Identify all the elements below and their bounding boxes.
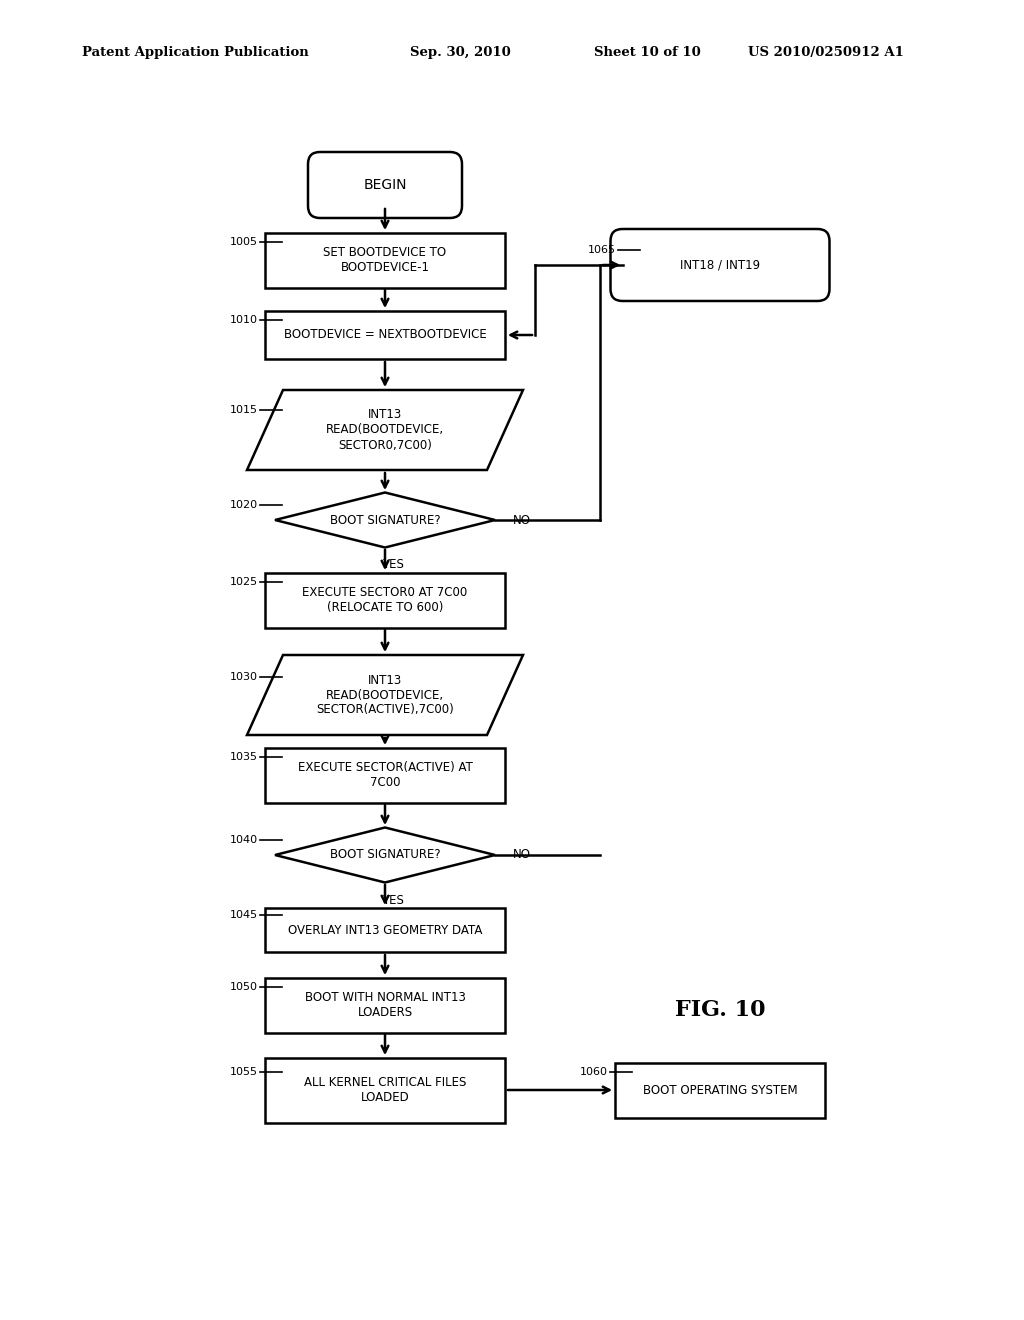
Text: NO: NO: [513, 849, 531, 862]
FancyBboxPatch shape: [265, 573, 505, 627]
FancyBboxPatch shape: [265, 978, 505, 1032]
FancyBboxPatch shape: [615, 1063, 825, 1118]
Text: 1060: 1060: [580, 1067, 608, 1077]
Text: 1040: 1040: [229, 836, 258, 845]
Text: 1045: 1045: [229, 909, 258, 920]
Text: 1065: 1065: [588, 246, 616, 255]
Text: BOOT OPERATING SYSTEM: BOOT OPERATING SYSTEM: [643, 1084, 798, 1097]
Text: 1005: 1005: [230, 238, 258, 247]
Text: BEGIN: BEGIN: [364, 178, 407, 191]
Text: 1015: 1015: [230, 405, 258, 414]
FancyBboxPatch shape: [610, 228, 829, 301]
FancyBboxPatch shape: [265, 1057, 505, 1122]
FancyBboxPatch shape: [265, 747, 505, 803]
Text: EXECUTE SECTOR(ACTIVE) AT
7C00: EXECUTE SECTOR(ACTIVE) AT 7C00: [298, 762, 472, 789]
Text: BOOT WITH NORMAL INT13
LOADERS: BOOT WITH NORMAL INT13 LOADERS: [304, 991, 466, 1019]
Text: 1055: 1055: [230, 1067, 258, 1077]
Text: 1010: 1010: [230, 315, 258, 325]
Text: INT13
READ(BOOTDEVICE,
SECTOR0,7C00): INT13 READ(BOOTDEVICE, SECTOR0,7C00): [326, 408, 444, 451]
Text: BOOT SIGNATURE?: BOOT SIGNATURE?: [330, 849, 440, 862]
Text: BOOT SIGNATURE?: BOOT SIGNATURE?: [330, 513, 440, 527]
Text: FIG. 10: FIG. 10: [675, 999, 765, 1020]
Text: 1030: 1030: [230, 672, 258, 682]
Text: INT18 / INT19: INT18 / INT19: [680, 259, 760, 272]
Text: 1035: 1035: [230, 752, 258, 762]
Text: INT13
READ(BOOTDEVICE,
SECTOR(ACTIVE),7C00): INT13 READ(BOOTDEVICE, SECTOR(ACTIVE),7C…: [316, 673, 454, 717]
Text: NO: NO: [513, 513, 531, 527]
Text: YES: YES: [382, 558, 403, 572]
Polygon shape: [247, 655, 523, 735]
FancyBboxPatch shape: [265, 312, 505, 359]
Polygon shape: [275, 828, 495, 883]
FancyBboxPatch shape: [308, 152, 462, 218]
FancyBboxPatch shape: [265, 232, 505, 288]
Text: OVERLAY INT13 GEOMETRY DATA: OVERLAY INT13 GEOMETRY DATA: [288, 924, 482, 936]
FancyBboxPatch shape: [265, 908, 505, 952]
Polygon shape: [247, 389, 523, 470]
Text: YES: YES: [382, 894, 403, 907]
Text: EXECUTE SECTOR0 AT 7C00
(RELOCATE TO 600): EXECUTE SECTOR0 AT 7C00 (RELOCATE TO 600…: [302, 586, 468, 614]
Text: 1025: 1025: [229, 577, 258, 587]
Polygon shape: [275, 492, 495, 548]
Text: 1050: 1050: [230, 982, 258, 993]
Text: US 2010/0250912 A1: US 2010/0250912 A1: [748, 46, 903, 59]
Text: SET BOOTDEVICE TO
BOOTDEVICE-1: SET BOOTDEVICE TO BOOTDEVICE-1: [324, 246, 446, 275]
Text: 1020: 1020: [229, 500, 258, 510]
Text: ALL KERNEL CRITICAL FILES
LOADED: ALL KERNEL CRITICAL FILES LOADED: [304, 1076, 466, 1104]
Text: Sep. 30, 2010: Sep. 30, 2010: [410, 46, 510, 59]
Text: Patent Application Publication: Patent Application Publication: [82, 46, 308, 59]
Text: Sheet 10 of 10: Sheet 10 of 10: [594, 46, 700, 59]
Text: BOOTDEVICE = NEXTBOOTDEVICE: BOOTDEVICE = NEXTBOOTDEVICE: [284, 329, 486, 342]
